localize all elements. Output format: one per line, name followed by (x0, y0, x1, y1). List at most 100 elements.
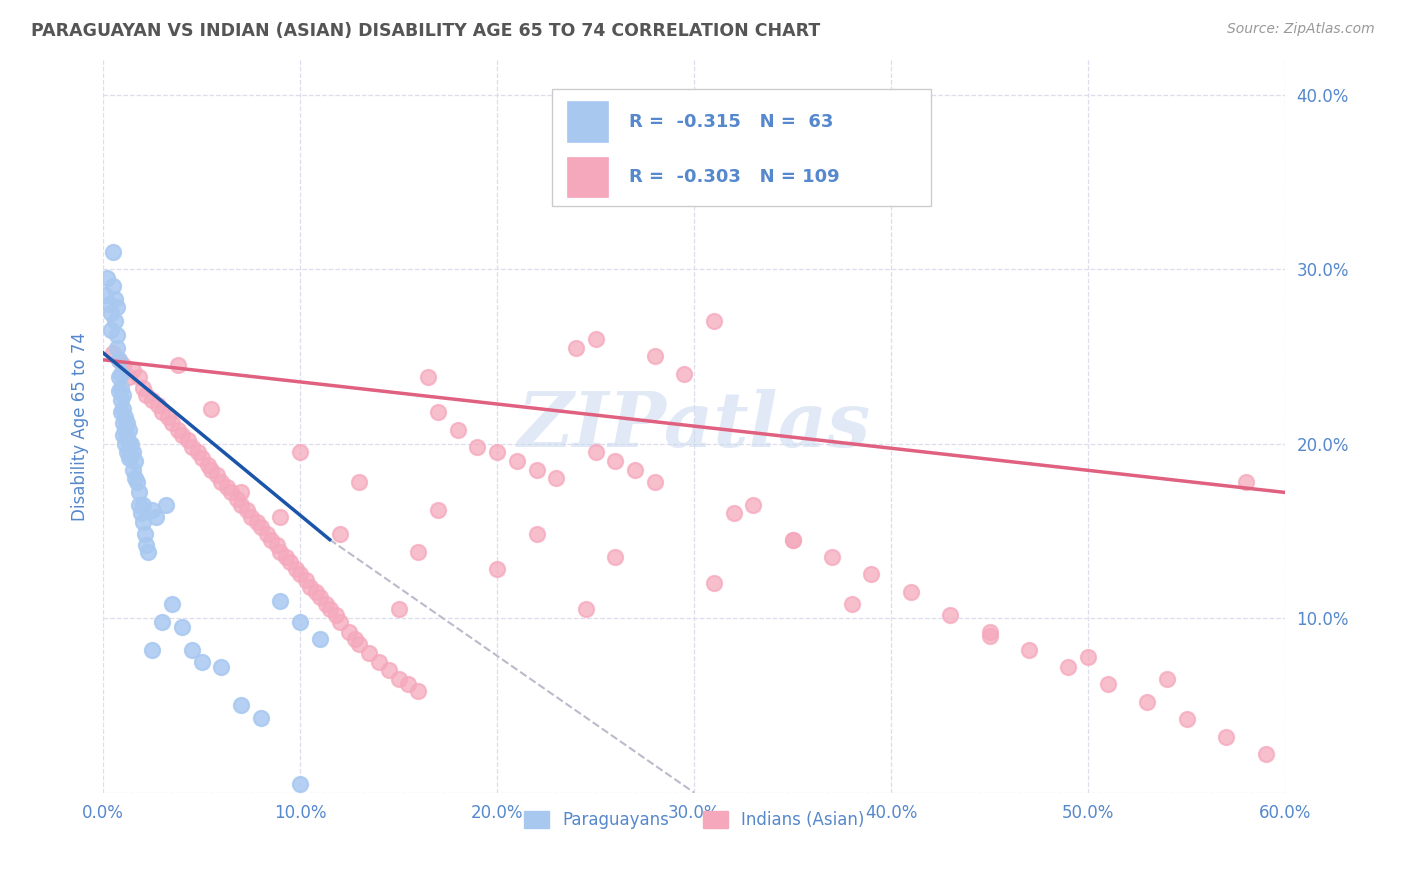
Point (100, 323, 122, 337)
Point (325, 607, 347, 622)
Point (278, 555, 301, 569)
Point (134, 527, 156, 541)
Point (246, 515, 269, 529)
Text: R =  -0.303   N = 109: R = -0.303 N = 109 (628, 168, 839, 186)
Point (229, 498, 252, 512)
Point (427, 405, 450, 419)
Point (349, 637, 371, 651)
Point (546, 471, 568, 485)
Point (111, 401, 134, 416)
Point (821, 549, 844, 564)
Point (295, 573, 318, 587)
Point (150, 405, 173, 419)
Point (209, 475, 232, 489)
Point (131, 381, 153, 395)
Point (167, 358, 190, 372)
Point (841, 597, 863, 611)
Point (121, 363, 143, 377)
Point (128, 485, 150, 500)
Point (101, 346, 124, 360)
Point (177, 433, 200, 447)
Point (288, 615, 311, 629)
Point (128, 498, 150, 512)
Point (418, 370, 440, 384)
Point (256, 527, 278, 541)
Point (467, 440, 489, 454)
Point (526, 463, 548, 477)
Point (105, 328, 128, 343)
Point (378, 664, 401, 678)
Point (110, 405, 132, 419)
Point (703, 576, 725, 591)
Point (110, 392, 132, 407)
Point (565, 341, 588, 355)
Point (197, 458, 219, 472)
Point (110, 381, 132, 395)
Point (388, 672, 411, 686)
Point (108, 352, 131, 367)
Point (104, 314, 127, 328)
Point (236, 503, 259, 517)
Point (249, 520, 271, 534)
Point (318, 602, 340, 616)
Point (703, 314, 725, 328)
Point (585, 445, 607, 459)
Point (115, 416, 138, 430)
Point (900, 585, 922, 599)
Point (1018, 642, 1040, 657)
Point (131, 498, 153, 512)
Point (121, 463, 143, 477)
Point (200, 401, 222, 416)
Point (167, 423, 190, 437)
Point (1077, 649, 1099, 664)
Point (180, 440, 202, 454)
Point (219, 485, 242, 500)
Point (239, 509, 262, 524)
Point (209, 660, 232, 674)
Point (111, 428, 134, 442)
Point (1254, 747, 1277, 762)
Point (118, 370, 141, 384)
Point (308, 590, 330, 604)
Point (526, 527, 548, 541)
Bar (567, 102, 607, 142)
Point (111, 388, 134, 402)
Point (200, 463, 222, 477)
Point (860, 567, 883, 582)
Point (120, 436, 142, 450)
Point (128, 370, 150, 384)
Point (129, 507, 152, 521)
Legend: Paraguayans, Indians (Asian): Paraguayans, Indians (Asian) (517, 804, 870, 836)
Point (408, 684, 430, 698)
Point (1234, 475, 1257, 489)
Point (111, 358, 134, 372)
Point (979, 625, 1001, 640)
Point (108, 352, 131, 367)
Point (115, 429, 138, 443)
Point (118, 423, 141, 437)
Point (118, 436, 141, 450)
Point (939, 607, 962, 622)
Point (180, 642, 202, 657)
Y-axis label: Disability Age 65 to 74: Disability Age 65 to 74 (72, 332, 89, 521)
Point (190, 450, 212, 465)
Point (339, 625, 361, 640)
Point (259, 533, 281, 547)
Point (486, 562, 509, 576)
Point (141, 503, 163, 517)
Point (1136, 695, 1159, 709)
Point (125, 475, 148, 489)
Point (605, 549, 627, 564)
Point (575, 602, 598, 616)
Point (427, 503, 450, 517)
Point (170, 620, 193, 634)
Point (269, 593, 291, 607)
Point (94, 288, 117, 302)
Point (328, 527, 350, 541)
Point (359, 646, 381, 660)
Point (207, 468, 229, 483)
Point (157, 410, 180, 425)
Point (249, 710, 271, 724)
Text: ZIPatlas: ZIPatlas (517, 389, 870, 463)
Point (111, 416, 134, 430)
